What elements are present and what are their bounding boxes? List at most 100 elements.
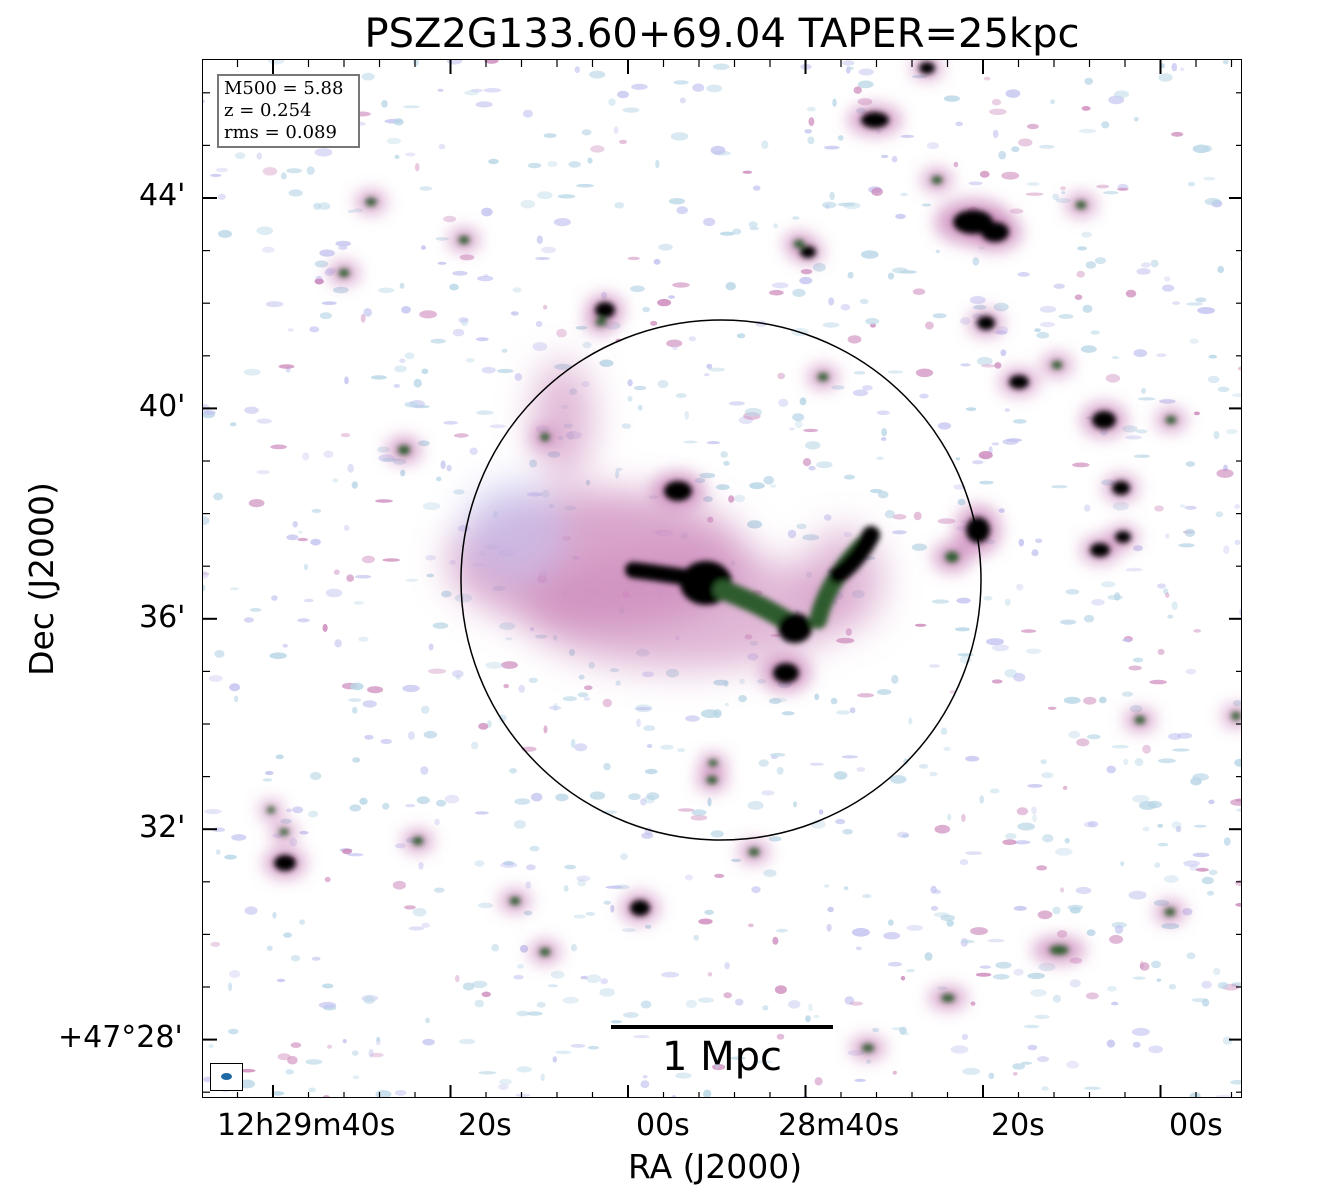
noise-speckle [1137, 397, 1156, 401]
noise-speckle [934, 824, 951, 834]
noise-speckle [1065, 589, 1080, 595]
noise-speckle [769, 752, 786, 757]
noise-speckle [413, 378, 422, 388]
noise-speckle [876, 689, 892, 695]
noise-speckle [290, 955, 301, 962]
noise-speckle [501, 348, 508, 353]
noise-speckle [638, 404, 643, 411]
noise-speckle [402, 105, 421, 109]
noise-speckle [496, 368, 514, 374]
noise-speckle [243, 617, 254, 623]
noise-speckle [421, 705, 430, 714]
noise-speckle [256, 470, 270, 475]
noise-speckle [901, 833, 910, 838]
noise-speckle [802, 458, 812, 467]
noise-speckle [983, 595, 993, 601]
noise-speckle [871, 187, 883, 196]
noise-speckle [582, 341, 592, 349]
noise-speckle [1128, 665, 1142, 671]
noise-speckle [832, 98, 837, 107]
noise-speckle [215, 167, 228, 173]
noise-speckle [419, 310, 437, 319]
noise-speckle [914, 623, 927, 627]
noise-speckle [402, 684, 420, 693]
noise-speckle [280, 172, 287, 180]
noise-speckle [213, 492, 224, 501]
redshift-text: z = 0.254 [224, 100, 312, 121]
noise-speckle [1208, 354, 1218, 359]
noise-speckle [671, 1095, 677, 1097]
noise-speckle [333, 286, 349, 294]
noise-speckle [265, 301, 284, 308]
noise-speckle [568, 161, 581, 168]
noise-speckle [1193, 629, 1202, 633]
noise-speckle [1026, 123, 1039, 130]
noise-speckle [1057, 930, 1068, 938]
noise-speckle [761, 790, 775, 796]
noise-speckle [256, 226, 274, 236]
noise-speckle [730, 858, 742, 863]
noise-speckle [363, 995, 375, 1005]
noise-speckle [979, 480, 994, 485]
noise-speckle [1185, 668, 1197, 675]
noise-speckle [771, 282, 789, 289]
faint-point-source [931, 175, 943, 185]
noise-speckle [516, 1066, 532, 1073]
noise-speckle [231, 834, 247, 841]
noise-speckle [421, 245, 426, 250]
noise-speckle [823, 514, 832, 521]
noise-speckle [204, 808, 222, 815]
faint-point-source [338, 268, 350, 278]
noise-speckle [688, 336, 696, 342]
noise-speckle [1163, 875, 1179, 883]
noise-speckle [1083, 504, 1091, 512]
noise-speckle [940, 727, 948, 735]
noise-speckle [1236, 808, 1241, 812]
noise-speckle [576, 875, 591, 882]
noise-speckle [215, 849, 221, 855]
noise-speckle [318, 1001, 337, 1009]
noise-speckle [272, 912, 277, 919]
noise-speckle [1031, 549, 1039, 557]
noise-speckle [361, 72, 375, 81]
noise-speckle [523, 910, 533, 916]
noise-speckle [1217, 265, 1224, 274]
noise-speckle [286, 168, 302, 174]
noise-speckle [954, 627, 971, 632]
noise-speckle [1001, 171, 1020, 180]
noise-speckle [899, 1026, 907, 1035]
noise-speckle [763, 869, 777, 877]
noise-speckle [660, 744, 674, 750]
noise-speckle [1004, 598, 1011, 606]
noise-speckle [1134, 758, 1144, 767]
noise-speckle [502, 860, 515, 866]
noise-speckle [203, 572, 210, 576]
noise-speckle [1083, 696, 1097, 705]
noise-speckle [776, 766, 784, 775]
noise-speckle [452, 270, 468, 276]
noise-speckle [603, 900, 611, 905]
noise-speckle [1222, 1036, 1233, 1045]
x-tick-label: 12h29m40s [217, 1108, 396, 1143]
noise-speckle [957, 653, 974, 657]
noise-speckle [1157, 758, 1176, 764]
noise-speckle [1165, 533, 1170, 539]
noise-speckle [1189, 1092, 1201, 1097]
noise-speckle [1151, 960, 1161, 969]
faint-point-source [817, 372, 829, 382]
noise-speckle [744, 407, 763, 417]
noise-speckle [470, 88, 484, 93]
noise-speckle [1136, 268, 1151, 275]
noise-speckle [892, 530, 907, 535]
noise-speckle [573, 914, 586, 919]
noise-speckle [1116, 187, 1129, 191]
noise-speckle [515, 1093, 531, 1097]
noise-speckle [577, 692, 589, 698]
noise-speckle [769, 289, 784, 296]
noise-speckle [808, 117, 815, 127]
noise-speckle [991, 442, 1000, 446]
noise-speckle [915, 368, 934, 378]
noise-speckle [352, 706, 358, 714]
noise-speckle [1112, 501, 1129, 511]
noise-speckle [485, 661, 504, 669]
